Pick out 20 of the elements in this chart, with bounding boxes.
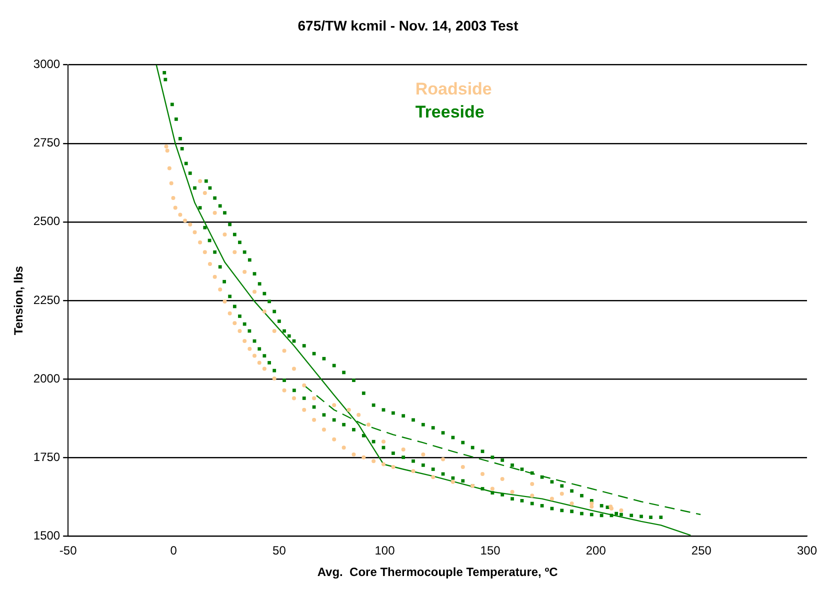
x-tick-label: 150 — [480, 544, 501, 558]
x-tick-label: 300 — [796, 544, 818, 558]
y-tick-label: 2750 — [33, 136, 60, 150]
x-tick-label: -50 — [59, 544, 78, 558]
text: Roadside — [415, 79, 492, 98]
x-tick-label: 50 — [272, 544, 286, 558]
chart-title: 675/TW kcmil - Nov. 14, 2003 Test — [298, 17, 519, 34]
x-axis-title: Avg. Core Thermocouple Temperature, ºC — [317, 565, 558, 580]
text: Treeside — [415, 102, 484, 122]
y-tick-label: 3000 — [33, 57, 60, 72]
x-tick-label: 250 — [691, 544, 712, 558]
y-tick-label: 1500 — [33, 528, 60, 543]
y-tick-label: 2500 — [33, 214, 60, 228]
y-tick-label: 2000 — [33, 371, 60, 386]
y-tick-label: 1750 — [33, 450, 60, 464]
x-tick-label: 200 — [586, 544, 606, 558]
x-tick-label: 0 — [170, 544, 178, 558]
y-axis-title: Tension, lbs — [12, 266, 26, 336]
x-tick-label: 100 — [374, 544, 396, 558]
y-tick-label: 2250 — [33, 292, 60, 307]
